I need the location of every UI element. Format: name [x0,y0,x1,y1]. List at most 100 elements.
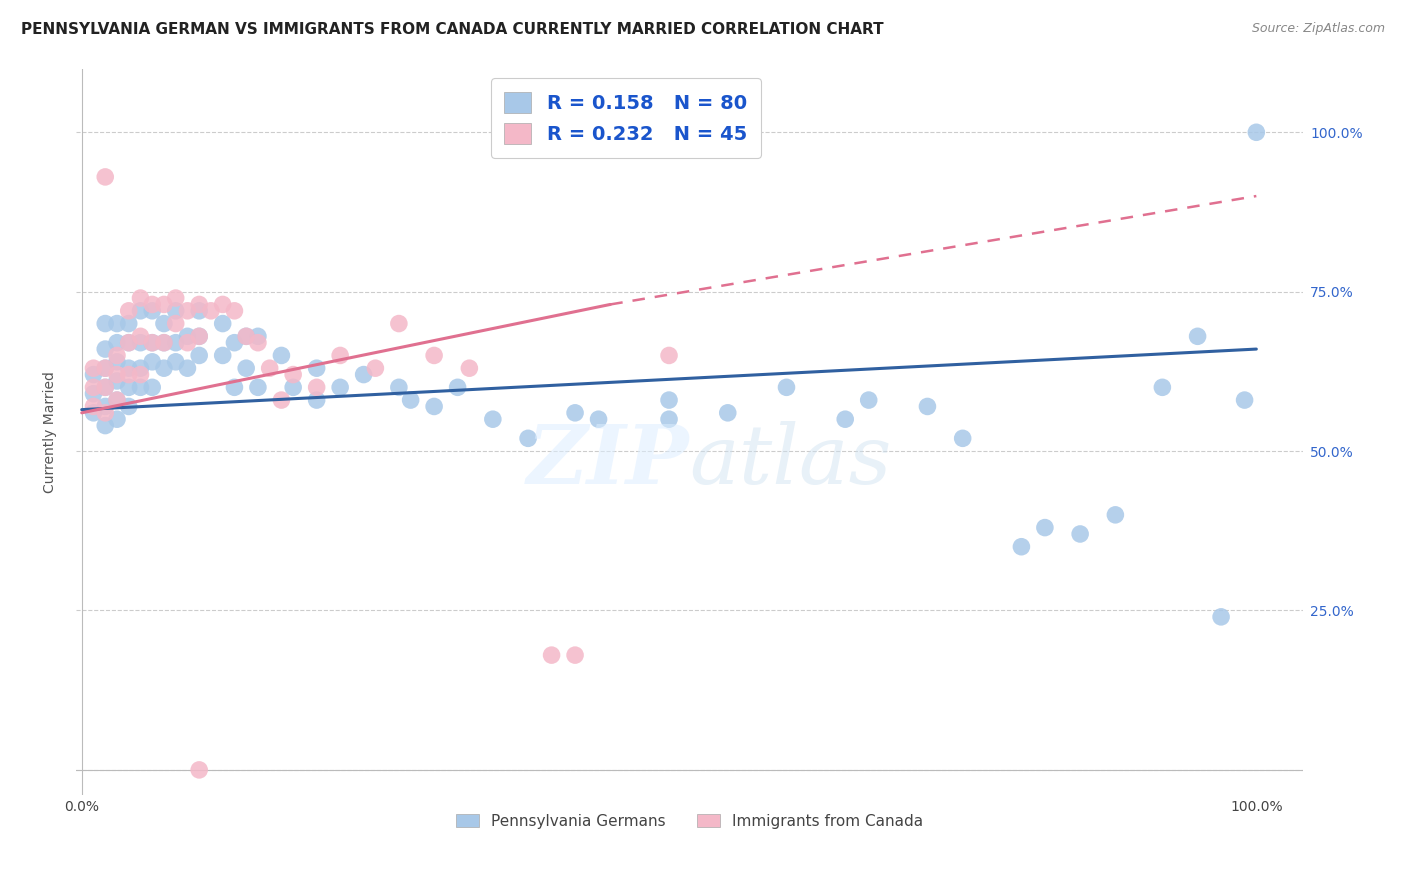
Point [105,335,128,350]
Point [94,342,117,356]
Point [188,329,211,343]
Point [105,317,128,331]
Point [305,361,328,376]
Point [858,393,880,408]
Point [165,335,187,350]
Point [118,400,141,414]
Point [399,393,422,408]
Point [353,368,375,382]
Point [94,380,117,394]
Point [141,335,163,350]
Point [1033,520,1056,534]
Point [118,361,141,376]
Point [270,348,292,362]
Point [246,335,269,350]
Point [82,361,104,376]
Point [94,380,117,394]
Point [270,393,292,408]
Point [388,317,411,331]
Point [105,412,128,426]
Point [82,368,104,382]
Text: ZIP: ZIP [527,421,689,501]
Point [246,329,269,343]
Point [188,297,211,311]
Point [94,317,117,331]
Point [1069,527,1091,541]
Point [165,355,187,369]
Point [105,374,128,388]
Point [224,380,246,394]
Point [423,400,446,414]
Point [1152,380,1174,394]
Point [118,380,141,394]
Point [717,406,740,420]
Point [153,335,176,350]
Point [658,348,681,362]
Point [105,393,128,408]
Point [1209,610,1232,624]
Point [82,400,104,414]
Point [917,400,939,414]
Point [259,361,281,376]
Y-axis label: Currently Married: Currently Married [44,371,58,493]
Point [458,361,481,376]
Point [200,303,222,318]
Point [329,348,352,362]
Point [283,380,305,394]
Point [305,380,328,394]
Point [188,329,211,343]
Point [153,297,176,311]
Point [517,431,540,445]
Point [141,335,163,350]
Point [94,361,117,376]
Point [482,412,505,426]
Point [176,329,198,343]
Point [235,361,257,376]
Point [176,361,198,376]
Point [246,380,269,394]
Point [658,393,681,408]
Point [1104,508,1126,522]
Point [423,348,446,362]
Point [165,291,187,305]
Point [141,380,163,394]
Point [94,400,117,414]
Point [211,348,233,362]
Point [211,297,233,311]
Point [283,368,305,382]
Point [388,380,411,394]
Point [211,317,233,331]
Point [118,368,141,382]
Point [129,335,152,350]
Point [129,329,152,343]
Point [1246,125,1268,139]
Point [82,406,104,420]
Point [188,303,211,318]
Point [118,317,141,331]
Point [235,329,257,343]
Point [305,393,328,408]
Point [834,412,856,426]
Text: atlas: atlas [689,421,891,501]
Point [176,303,198,318]
Point [129,303,152,318]
Point [153,361,176,376]
Point [224,303,246,318]
Point [141,355,163,369]
Point [129,291,152,305]
Point [141,303,163,318]
Point [105,355,128,369]
Point [118,335,141,350]
Point [235,329,257,343]
Point [364,361,387,376]
Point [1187,329,1209,343]
Point [141,297,163,311]
Point [658,412,681,426]
Point [165,303,187,318]
Point [153,317,176,331]
Point [188,763,211,777]
Point [105,393,128,408]
Point [1233,393,1256,408]
Point [153,335,176,350]
Point [129,380,152,394]
